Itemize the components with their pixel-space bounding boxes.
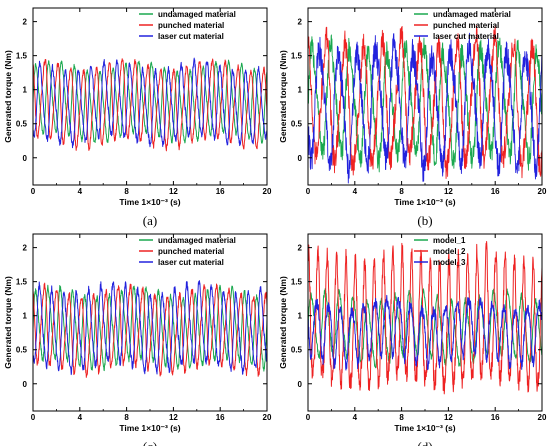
y-tick-label: 0.5 bbox=[16, 346, 28, 355]
y-tick-label: 0.5 bbox=[16, 120, 28, 129]
legend-entry: punched material bbox=[158, 21, 224, 30]
series-line-2 bbox=[307, 24, 543, 179]
x-tick-label: 16 bbox=[216, 187, 225, 196]
x-tick-label: 0 bbox=[306, 413, 311, 422]
legend-entry: punched material bbox=[158, 247, 224, 256]
y-tick-label: 1.5 bbox=[16, 52, 28, 61]
series-line-2 bbox=[32, 282, 268, 378]
y-tick-label: 1.5 bbox=[291, 278, 303, 287]
y-tick-label: 2 bbox=[23, 244, 28, 253]
legend-entry: punched material bbox=[433, 21, 499, 30]
series-line-3 bbox=[32, 57, 268, 149]
x-tick-label: 4 bbox=[353, 413, 358, 422]
legend-entry: model_2 bbox=[433, 247, 466, 256]
x-tick-label: 0 bbox=[31, 187, 36, 196]
x-tick-label: 0 bbox=[306, 187, 311, 196]
chart-panel-2: 0 4 8 12 16 20 0 0.5 1 1.5 2 Time 1×10⁻³ (s) Generat… bbox=[278, 7, 547, 228]
x-tick-label: 8 bbox=[124, 187, 129, 196]
x-tick-label: 0 bbox=[31, 413, 36, 422]
legend-entry: laser cut material bbox=[158, 258, 224, 267]
y-tick-label: 1.5 bbox=[291, 52, 303, 61]
legend-entry: undamaged material bbox=[158, 236, 236, 245]
x-tick-label: 12 bbox=[444, 187, 453, 196]
panel-label: (c) bbox=[143, 439, 157, 446]
x-axis-label: Time 1×10⁻³ (s) bbox=[119, 423, 180, 433]
panel-label: (a) bbox=[143, 213, 157, 228]
x-tick-label: 16 bbox=[491, 413, 500, 422]
panel-label: (d) bbox=[417, 439, 432, 446]
x-tick-label: 4 bbox=[353, 187, 358, 196]
y-axis-label: Generated torque (Nm) bbox=[3, 50, 13, 143]
y-tick-label: 0.5 bbox=[291, 346, 303, 355]
y-tick-label: 1 bbox=[23, 86, 28, 95]
y-axis-label: Generated torque (Nm) bbox=[3, 276, 13, 369]
x-tick-label: 20 bbox=[538, 187, 547, 196]
y-tick-label: 1 bbox=[298, 312, 303, 321]
x-tick-label: 12 bbox=[169, 187, 178, 196]
y-tick-label: 0 bbox=[23, 380, 28, 389]
chart-panel-1: 0 4 8 12 16 20 0 0.5 1 1.5 2 Time 1×10⁻³ (s) Generat… bbox=[3, 7, 272, 228]
x-tick-label: 4 bbox=[78, 187, 83, 196]
y-tick-label: 0 bbox=[298, 380, 303, 389]
series-line-3 bbox=[307, 294, 543, 371]
legend-entry: laser cut material bbox=[158, 32, 224, 41]
series-line-2 bbox=[307, 241, 543, 395]
x-axis-label: Time 1×10⁻³ (s) bbox=[394, 197, 455, 207]
legend-entry: undamaged material bbox=[433, 10, 511, 19]
series-line-2 bbox=[32, 58, 268, 152]
x-tick-label: 20 bbox=[263, 413, 272, 422]
x-tick-label: 16 bbox=[216, 413, 225, 422]
x-tick-label: 8 bbox=[399, 413, 404, 422]
x-axis-label: Time 1×10⁻³ (s) bbox=[394, 423, 455, 433]
x-tick-label: 16 bbox=[491, 187, 500, 196]
y-tick-label: 1.5 bbox=[16, 278, 28, 287]
x-axis-label: Time 1×10⁻³ (s) bbox=[119, 197, 180, 207]
y-tick-label: 0.5 bbox=[291, 120, 303, 129]
series-line-1 bbox=[32, 59, 268, 144]
y-axis-label: Generated torque (Nm) bbox=[278, 276, 288, 369]
x-tick-label: 12 bbox=[444, 413, 453, 422]
y-axis-label: Generated torque (Nm) bbox=[278, 50, 288, 143]
legend-entry: model_1 bbox=[433, 236, 466, 245]
legend-entry: laser cut material bbox=[433, 32, 499, 41]
y-tick-label: 2 bbox=[298, 18, 303, 27]
y-tick-label: 1 bbox=[23, 312, 28, 321]
y-tick-label: 0 bbox=[298, 154, 303, 163]
y-tick-label: 2 bbox=[298, 244, 303, 253]
legend-entry: model_3 bbox=[433, 258, 466, 267]
x-tick-label: 20 bbox=[538, 413, 547, 422]
legend-entry: undamaged material bbox=[158, 10, 236, 19]
y-tick-label: 0 bbox=[23, 154, 28, 163]
panel-label: (b) bbox=[417, 213, 432, 228]
x-tick-label: 12 bbox=[169, 413, 178, 422]
y-tick-label: 2 bbox=[23, 18, 28, 27]
series-line-3 bbox=[307, 32, 543, 184]
x-tick-label: 8 bbox=[124, 413, 129, 422]
series-line-3 bbox=[32, 280, 268, 376]
x-tick-label: 8 bbox=[399, 187, 404, 196]
x-tick-label: 20 bbox=[263, 187, 272, 196]
chart-panel-3: 0 4 8 12 16 20 0 0.5 1 1.5 2 Time 1×10⁻³ (s) Generat… bbox=[3, 233, 272, 446]
x-tick-label: 4 bbox=[78, 413, 83, 422]
chart-panel-4: 0 4 8 12 16 20 0 0.5 1 1.5 2 Time 1×10⁻³ (s) Generat… bbox=[278, 233, 547, 446]
y-tick-label: 1 bbox=[298, 86, 303, 95]
